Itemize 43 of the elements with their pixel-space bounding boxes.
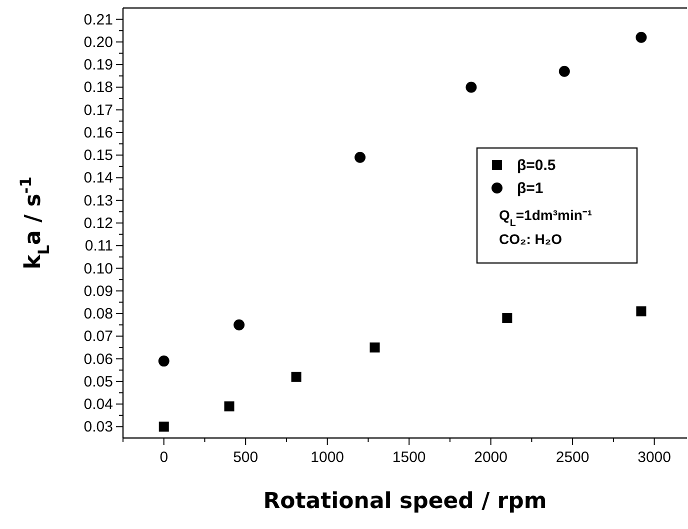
legend-label: β=0.5 bbox=[517, 157, 556, 174]
y-tick-label: 0.04 bbox=[84, 396, 113, 414]
y-tick-label: 0.18 bbox=[84, 79, 113, 96]
point bbox=[234, 319, 245, 330]
y-tick-label: 0.11 bbox=[84, 238, 113, 255]
y-tick-label: 0.13 bbox=[84, 192, 113, 210]
point bbox=[354, 152, 366, 163]
y-tick-label: 0.21 bbox=[84, 11, 113, 28]
y-tick-label: 0.19 bbox=[84, 56, 113, 74]
point bbox=[502, 313, 512, 324]
point bbox=[224, 401, 234, 412]
annotation: CO₂: H₂O bbox=[499, 231, 562, 247]
point bbox=[466, 82, 477, 93]
x-axis-title: Rotational speed / rpm bbox=[263, 489, 547, 514]
x-tick-label: 2500 bbox=[556, 449, 590, 466]
y-tick-label: 0.08 bbox=[84, 306, 113, 323]
y-tick-label: 0.09 bbox=[84, 282, 113, 300]
y-tick-label: 0.16 bbox=[84, 124, 113, 142]
x-tick-label: 2000 bbox=[474, 449, 508, 466]
y-tick-label: 0.12 bbox=[84, 215, 113, 232]
y-tick-label: 0.03 bbox=[84, 418, 113, 436]
legend-label: β=1 bbox=[517, 180, 544, 197]
point bbox=[158, 422, 169, 432]
point bbox=[636, 306, 646, 316]
y-tick-label: 0.14 bbox=[84, 170, 113, 187]
y-tick-label: 0.15 bbox=[84, 147, 113, 164]
y-tick-label: 0.05 bbox=[84, 373, 113, 390]
x-tick-label: 500 bbox=[233, 449, 258, 466]
y-tick-label: 0.07 bbox=[84, 328, 113, 346]
point bbox=[370, 342, 380, 352]
point bbox=[636, 32, 647, 43]
x-tick-label: 1500 bbox=[392, 449, 426, 466]
y-tick-label: 0.17 bbox=[84, 102, 113, 119]
x-tick-label: 1000 bbox=[310, 449, 344, 466]
y-tick-label: 0.06 bbox=[84, 350, 113, 368]
point bbox=[291, 372, 302, 382]
y-tick-label: 0.10 bbox=[84, 260, 113, 278]
x-tick-label: 0 bbox=[160, 449, 168, 466]
annotation: Q$_{L}$=1dm³min⁻¹ bbox=[499, 207, 592, 228]
y-tick-label: 0.20 bbox=[84, 34, 113, 51]
x-tick-label: 3000 bbox=[638, 449, 671, 466]
point bbox=[158, 356, 170, 367]
point bbox=[558, 66, 570, 77]
